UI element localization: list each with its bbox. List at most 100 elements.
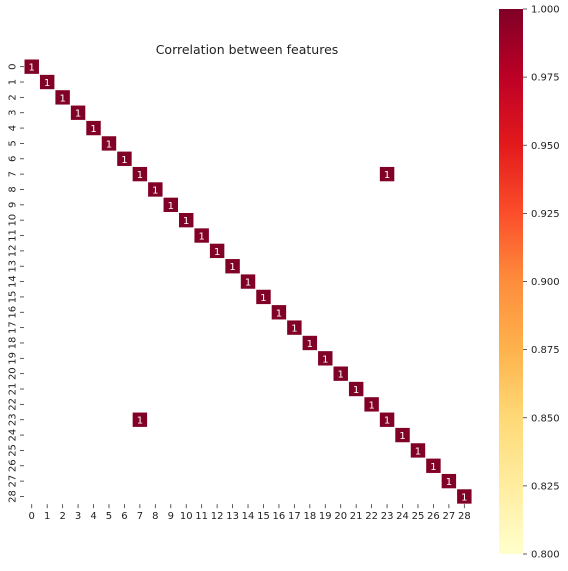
x-tick-label: 14 <box>242 511 255 522</box>
y-tick-label: 9 <box>8 202 19 208</box>
heatmap-cell <box>163 197 178 212</box>
heatmap-cell <box>426 458 441 473</box>
y-tick-label: 14 <box>8 275 19 288</box>
x-tick-label: 19 <box>319 511 332 522</box>
cell-value-label: 1 <box>245 278 251 289</box>
heatmap-cell <box>240 274 256 289</box>
colorbar-gradient <box>499 9 523 554</box>
y-tick-label: 10 <box>8 214 19 227</box>
heatmap-cell <box>302 335 318 351</box>
x-tick-label: 20 <box>334 511 347 522</box>
cell-value-label: 1 <box>44 78 50 89</box>
x-tick-label: 27 <box>443 511 456 522</box>
y-tick-label: 26 <box>8 459 19 472</box>
y-tick-label: 18 <box>8 337 19 350</box>
x-tick-label: 1 <box>44 511 50 522</box>
cell-value-label: 1 <box>168 201 174 212</box>
y-tick-label: 11 <box>8 229 19 242</box>
x-tick-label: 6 <box>121 511 127 522</box>
colorbar-tick-label: 0.825 <box>531 481 560 492</box>
cell-value-label: 1 <box>338 370 344 381</box>
heatmap-cell <box>457 489 472 504</box>
y-tick-label: 7 <box>8 171 19 177</box>
cell-value-label: 1 <box>214 247 220 258</box>
heatmap-cell <box>101 136 117 151</box>
cell-value-label: 1 <box>229 262 235 273</box>
y-tick-label: 5 <box>8 140 19 146</box>
cell-value-label: 1 <box>183 216 189 227</box>
heatmap-cell <box>441 473 457 489</box>
heatmap-cell <box>271 305 287 320</box>
x-tick-label: 5 <box>106 511 112 522</box>
y-tick-label: 16 <box>8 306 19 319</box>
heatmap-cell <box>256 289 271 305</box>
y-tick-label: 23 <box>8 413 19 426</box>
cell-value-label: 1 <box>415 446 421 457</box>
x-tick-label: 3 <box>75 511 81 522</box>
cell-value-label: 1 <box>137 170 143 181</box>
heatmap-cell <box>70 105 86 120</box>
x-tick-label: 12 <box>211 511 224 522</box>
y-tick-label: 24 <box>8 429 19 442</box>
y-tick-label: 12 <box>8 245 19 258</box>
cell-value-label: 1 <box>353 385 359 396</box>
heatmap-cell <box>364 397 379 412</box>
x-tick-label: 8 <box>152 511 158 522</box>
x-tick-label: 24 <box>396 511 409 522</box>
x-tick-label: 13 <box>226 511 239 522</box>
cell-value-label: 1 <box>152 185 158 196</box>
y-tick-label: 1 <box>8 79 19 85</box>
chart-title: Correlation between features <box>156 42 339 57</box>
y-tick-label: 22 <box>8 398 19 411</box>
heatmap-cell <box>132 412 148 427</box>
cell-value-label: 1 <box>430 462 436 473</box>
heatmap-cell <box>225 259 240 274</box>
cell-value-label: 1 <box>461 492 467 503</box>
y-tick-label: 27 <box>8 475 19 488</box>
heatmap-cell <box>410 443 426 458</box>
x-tick-label: 26 <box>427 511 440 522</box>
heatmap-cell <box>318 351 333 366</box>
colorbar-tick-label: 0.975 <box>531 73 560 84</box>
x-tick-label: 16 <box>273 511 286 522</box>
colorbar-tick-label: 0.950 <box>531 141 560 152</box>
y-tick-label: 25 <box>8 444 19 457</box>
x-tick-label: 17 <box>288 511 301 522</box>
cell-value-label: 1 <box>446 477 452 488</box>
cell-value-label: 1 <box>368 400 374 411</box>
y-tick-label: 15 <box>8 291 19 304</box>
x-tick-label: 0 <box>29 511 35 522</box>
cell-value-label: 1 <box>260 293 266 304</box>
x-tick-label: 9 <box>168 511 174 522</box>
x-tick-label: 28 <box>458 511 471 522</box>
heatmap-cell <box>39 74 55 90</box>
y-axis-ticks: 0123456789101112131415161718192021222324… <box>8 63 24 503</box>
heatmap-cell <box>117 151 132 166</box>
cell-value-label: 1 <box>322 354 328 365</box>
colorbar-tick-label: 0.925 <box>531 209 560 220</box>
x-axis-ticks: 0 1 2 3 4 5 6 7 8 9 10 11 12 13 14 15 16 17 18 19 20 21 22 23 24… <box>29 504 471 522</box>
heatmap-cell <box>148 182 163 197</box>
y-tick-label: 8 <box>8 186 19 192</box>
heatmap-cell <box>194 228 209 243</box>
x-tick-label: 23 <box>381 511 394 522</box>
cell-value-label: 1 <box>384 170 390 181</box>
y-tick-label: 13 <box>8 260 19 273</box>
cell-value-label: 1 <box>121 155 127 166</box>
y-tick-label: 0 <box>8 63 19 69</box>
cell-value-label: 1 <box>90 124 96 135</box>
x-tick-label: 21 <box>350 511 363 522</box>
cell-value-label: 1 <box>291 324 297 335</box>
x-tick-label: 11 <box>195 511 208 522</box>
heatmap-cell <box>287 320 302 335</box>
cell-value-label: 1 <box>399 431 405 442</box>
heatmap-cell <box>55 90 70 105</box>
y-tick-label: 2 <box>8 94 19 100</box>
cell-value-label: 1 <box>106 139 112 150</box>
heatmap-cell <box>132 166 148 182</box>
heatmap-cell <box>86 120 101 136</box>
y-tick-label: 17 <box>8 321 19 334</box>
